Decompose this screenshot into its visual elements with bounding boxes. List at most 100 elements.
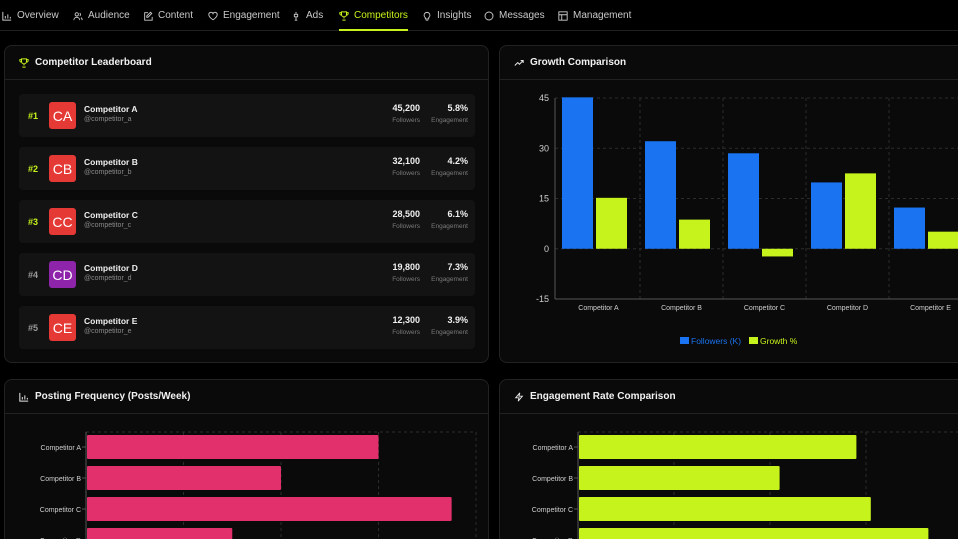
panel-header: Competitor Leaderboard	[5, 46, 488, 80]
engagement-label: Engagement	[431, 329, 468, 336]
panel-title: Posting Frequency (Posts/Week)	[35, 391, 191, 402]
engagement-stat: 6.1% Engagement	[431, 209, 468, 230]
trophy-icon	[19, 57, 29, 68]
bar[interactable]	[87, 435, 379, 459]
panel-title: Competitor Leaderboard	[35, 57, 152, 68]
engagement-label: Engagement	[431, 170, 468, 177]
y-tick-label: Competitor A	[41, 445, 82, 452]
legend-label: Followers (K)	[691, 336, 741, 346]
trending-up-icon	[514, 59, 524, 66]
competitor-name: Competitor D	[84, 263, 138, 273]
bar[interactable]	[579, 528, 929, 539]
bar[interactable]	[811, 182, 842, 249]
bar[interactable]	[728, 153, 759, 249]
engagement-label: Engagement	[431, 223, 468, 230]
leaderboard-row[interactable]: #4 CD Competitor D @competitor_d 19,800 Follo…	[19, 253, 475, 296]
bar[interactable]	[562, 97, 593, 249]
tab-label: Audience	[88, 10, 130, 21]
users-icon	[73, 11, 83, 20]
followers-value: 32,100	[392, 156, 420, 166]
tab-label: Content	[158, 10, 194, 21]
leaderboard-row[interactable]: #1 CA Competitor A @competitor_a 45,200 Follo…	[19, 94, 475, 137]
bar[interactable]	[645, 141, 676, 249]
engagement-label: Engagement	[431, 276, 468, 283]
tab-engagement[interactable]: Engagement	[208, 0, 280, 31]
panel-header: Growth Comparison	[500, 46, 958, 80]
bar[interactable]	[87, 528, 233, 539]
engagement-label: Engagement	[431, 117, 468, 124]
followers-stat: 45,200 Followers	[392, 103, 420, 124]
competitor-handle: @competitor_e	[84, 328, 132, 335]
engagement-stat: 5.8% Engagement	[431, 103, 468, 124]
tab-overview[interactable]: Overview	[2, 0, 59, 31]
y-tick-label: Competitor C	[532, 507, 573, 514]
heart-icon	[208, 11, 218, 20]
growth-comparison-panel: Growth Comparison -15 0 15 30 45 Competitor A…	[499, 45, 958, 363]
bar[interactable]	[87, 497, 452, 521]
followers-label: Followers	[392, 329, 420, 336]
tab-audience[interactable]: Audience	[73, 0, 130, 31]
leaderboard-row[interactable]: #5 CE Competitor E @competitor_e 12,300 Follo…	[19, 306, 475, 349]
bar[interactable]	[894, 207, 925, 249]
rank-label: #3	[28, 216, 39, 227]
followers-label: Followers	[392, 170, 420, 177]
followers-label: Followers	[392, 117, 420, 124]
bar[interactable]	[762, 248, 793, 257]
bar[interactable]	[87, 466, 281, 490]
engagement-stat: 3.9% Engagement	[431, 315, 468, 336]
trophy-icon	[339, 10, 349, 21]
tab-insights[interactable]: Insights	[422, 0, 471, 31]
x-tick-label: Competitor E	[910, 305, 951, 312]
bar[interactable]	[928, 231, 958, 249]
x-tick-label: Competitor C	[744, 305, 785, 312]
engagement-value: 4.2%	[447, 156, 468, 166]
rank-label: #2	[28, 163, 39, 174]
legend-swatch	[749, 337, 758, 344]
y-tick-label: 30	[539, 143, 549, 153]
bar[interactable]	[579, 435, 857, 459]
engagement-value: 3.9%	[447, 315, 468, 325]
followers-stat: 12,300 Followers	[392, 315, 420, 336]
followers-value: 45,200	[392, 103, 420, 113]
tab-label: Insights	[437, 10, 472, 21]
bar-chart-icon	[19, 392, 29, 402]
engagement-rate-panel: Engagement Rate Comparison Competitor A C…	[499, 379, 958, 539]
followers-value: 19,800	[392, 262, 420, 272]
y-tick-label: Competitor B	[40, 476, 81, 483]
tab-label: Ads	[306, 10, 324, 21]
bar[interactable]	[579, 497, 871, 521]
message-icon	[484, 11, 494, 20]
tab-competitors[interactable]: Competitors	[339, 0, 408, 31]
leaderboard-row[interactable]: #2 CB Competitor B @competitor_b 32,100 Follo…	[19, 147, 475, 190]
avatar: CC	[49, 208, 76, 235]
legend-label: Growth %	[760, 336, 798, 346]
y-tick-label: Competitor A	[533, 445, 574, 452]
bar[interactable]	[679, 219, 710, 249]
avatar: CD	[49, 261, 76, 288]
avatar: CA	[49, 102, 76, 129]
competitor-name: Competitor A	[84, 104, 138, 114]
leaderboard-row[interactable]: #3 CC Competitor C @competitor_c 28,500 Follo…	[19, 200, 475, 243]
bar[interactable]	[845, 173, 876, 249]
x-tick-label: Competitor A	[578, 305, 619, 312]
engagement-stat: 4.2% Engagement	[431, 156, 468, 177]
tab-ads[interactable]: Ads	[291, 0, 323, 31]
competitor-handle: @competitor_d	[84, 275, 132, 282]
followers-stat: 32,100 Followers	[392, 156, 420, 177]
bar[interactable]	[579, 466, 780, 490]
lightbulb-icon	[423, 11, 431, 21]
tab-management[interactable]: Management	[558, 0, 631, 31]
panel-title: Engagement Rate Comparison	[530, 391, 676, 402]
bar[interactable]	[596, 197, 627, 249]
y-tick-label: 0	[544, 244, 549, 254]
engagement-value: 7.3%	[447, 262, 468, 272]
tab-content[interactable]: Content	[143, 0, 193, 31]
tab-messages[interactable]: Messages	[484, 0, 545, 31]
panel-header: Posting Frequency (Posts/Week)	[5, 380, 488, 414]
followers-stat: 19,800 Followers	[392, 262, 420, 283]
y-tick-label: Competitor C	[40, 507, 81, 514]
rank-label: #4	[28, 269, 39, 280]
competitor-handle: @competitor_a	[84, 116, 132, 123]
followers-label: Followers	[392, 276, 420, 283]
